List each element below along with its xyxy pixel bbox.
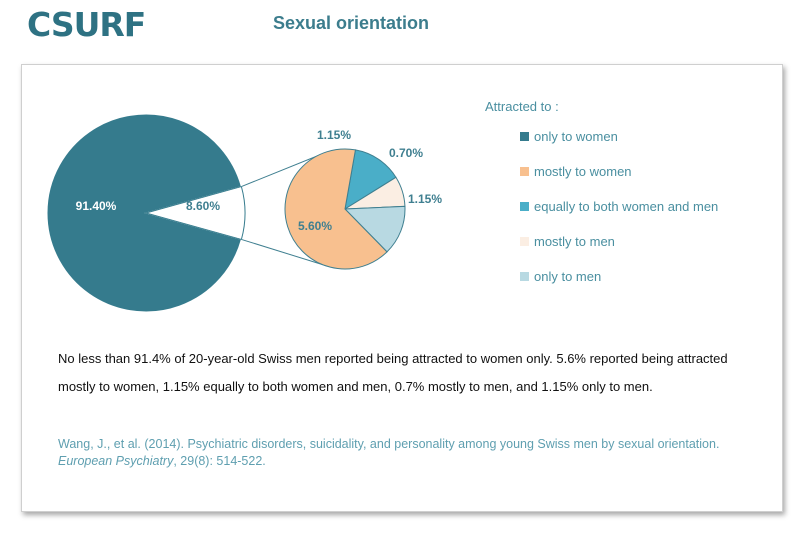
legend-label: mostly to men	[534, 234, 615, 249]
legend-item-mostly-to-women: mostly to women	[520, 164, 632, 179]
legend-item-equally-to-both: equally to both women and men	[520, 199, 718, 214]
legend-item-only-to-men: only to men	[520, 269, 601, 284]
data-label-only-to-women: 91.40%	[76, 199, 117, 213]
pie-slice-mostly-to-women	[284, 148, 388, 270]
legend-label: mostly to women	[534, 164, 632, 179]
data-label-mostly-to-women: 5.60%	[298, 219, 332, 233]
data-label-mostly-to-men: 0.70%	[389, 146, 423, 160]
summary-text: No less than 91.4% of 20-year-old Swiss …	[58, 351, 728, 394]
citation-details: , 29(8): 514-522.	[173, 454, 266, 468]
legend-swatch	[520, 132, 529, 141]
legend-label: only to women	[534, 129, 618, 144]
page-title: Sexual orientation	[273, 13, 430, 33]
secondary-pie	[284, 148, 406, 270]
legend-swatch	[520, 272, 529, 281]
citation-authors: Wang, J., et al. (2014). Psychiatric dis…	[58, 437, 720, 451]
legend-swatch	[520, 202, 529, 211]
legend-title: Attracted to :	[485, 99, 559, 114]
csurf-logo: CSURF	[27, 5, 146, 44]
citation: Wang, J., et al. (2014). Psychiatric dis…	[58, 436, 758, 470]
pie-slice-other	[144, 185, 246, 241]
data-label-only-to-men: 1.15%	[408, 192, 442, 206]
data-label-equally-to-both: 1.15%	[317, 128, 351, 142]
pie-of-pie-chart: 91.40% 8.60% 5.60% 1.15% 0.70% 1.15%	[46, 113, 443, 313]
legend-label: only to men	[534, 269, 602, 284]
legend-item-mostly-to-men: mostly to men	[520, 234, 615, 249]
legend-item-only-to-women: only to women	[520, 129, 618, 144]
connector-line-bottom	[241, 238, 328, 267]
citation-journal: European Psychiatry	[58, 454, 174, 468]
pie-connector-lines	[241, 151, 328, 267]
connector-line-top	[241, 151, 328, 188]
legend-swatch	[520, 167, 529, 176]
content-card: 91.40% 8.60% 5.60% 1.15% 0.70% 1.15% Attracte…	[21, 64, 783, 512]
legend-label: equally to both women and men	[534, 199, 719, 214]
legend-swatch	[520, 237, 529, 246]
data-label-other: 8.60%	[186, 199, 220, 213]
pie-data-labels: 91.40% 8.60% 5.60% 1.15% 0.70% 1.15%	[76, 128, 443, 233]
main-pie	[46, 113, 246, 313]
